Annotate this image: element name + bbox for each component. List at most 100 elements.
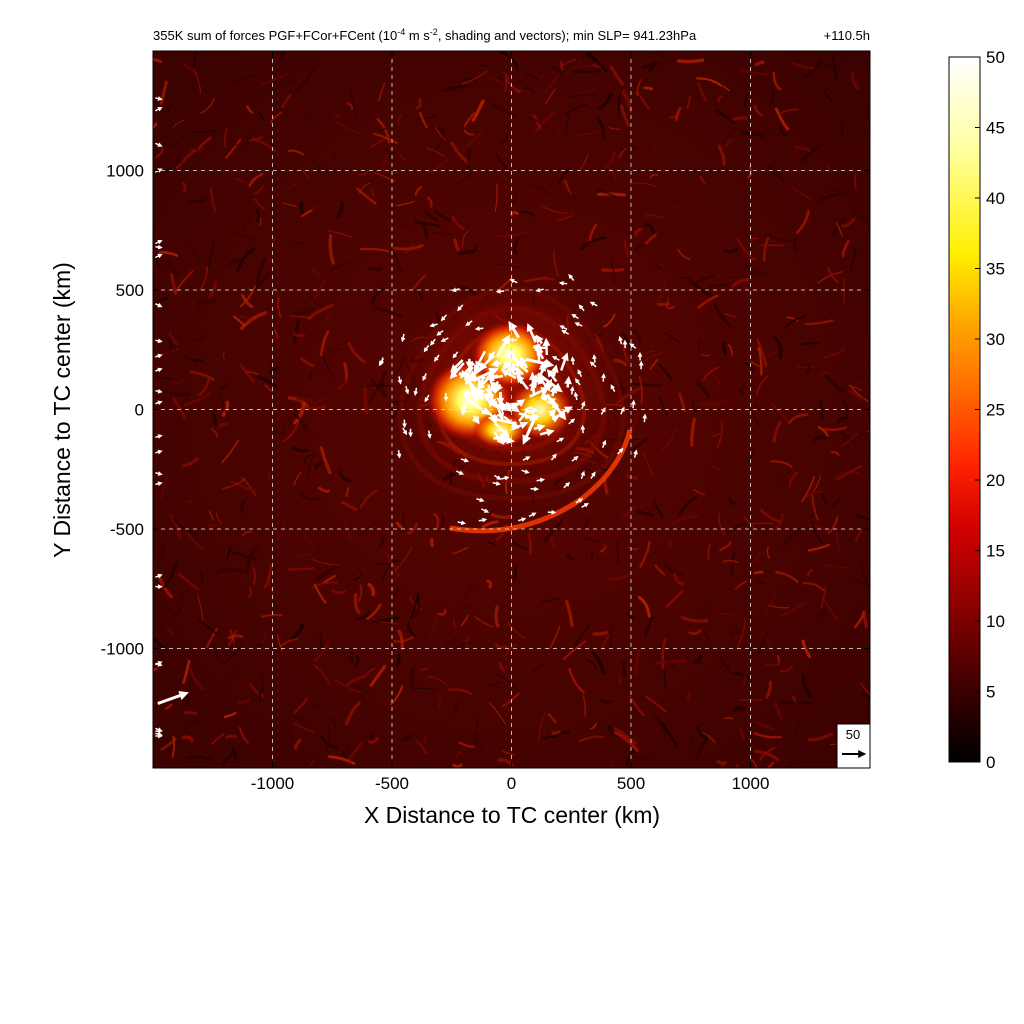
- reference-vector-key: 50: [836, 723, 870, 768]
- heatmap-streak: [474, 733, 484, 751]
- heatmap-streak: [269, 111, 283, 124]
- heatmap-streak: [519, 210, 536, 217]
- heatmap-streak: [499, 662, 505, 672]
- heatmap-streak: [245, 545, 258, 574]
- heatmap-streak: [713, 303, 732, 328]
- heatmap-streak: [762, 409, 769, 418]
- heatmap-streak: [292, 332, 306, 338]
- heatmap-streak: [592, 631, 609, 636]
- heatmap-streak: [752, 522, 774, 525]
- heatmap-streak: [224, 638, 239, 658]
- force-vector: [470, 401, 490, 415]
- heatmap-streak: [197, 619, 219, 636]
- heatmap-streak: [817, 271, 843, 284]
- heatmap-streak: [238, 726, 249, 744]
- heatmap-streak: [153, 122, 158, 130]
- heatmap-streak: [304, 535, 315, 551]
- force-vector: [525, 413, 540, 422]
- heatmap-streak: [784, 314, 807, 330]
- heatmap-streak: [302, 111, 312, 119]
- heatmap-streak: [153, 638, 168, 651]
- heatmap-streak: [456, 751, 462, 759]
- force-vector: [429, 338, 436, 346]
- heatmap-streak: [292, 307, 315, 315]
- chart-title: 355K sum of forces PGF+FCor+FCent (10-4 …: [153, 27, 697, 43]
- force-vector: [601, 373, 606, 382]
- heatmap-streak: [848, 384, 863, 392]
- heatmap-streak: [502, 750, 514, 756]
- heatmap-streak: [811, 493, 819, 521]
- heatmap-streak: [608, 573, 630, 581]
- heatmap-streak: [426, 147, 446, 158]
- heatmap-streak: [609, 65, 625, 86]
- force-vector: [457, 304, 464, 312]
- heatmap-streak: [802, 582, 825, 591]
- heatmap-streak: [541, 277, 554, 281]
- force-vector: [402, 427, 408, 436]
- heatmap-streak: [538, 712, 546, 742]
- heatmap-streak: [547, 712, 558, 724]
- heatmap-streak: [836, 533, 841, 555]
- heatmap-streak: [726, 276, 748, 279]
- heatmap-streak: [653, 145, 659, 153]
- heatmap-streak: [710, 370, 723, 386]
- heatmap-streak: [338, 470, 352, 483]
- heatmap-streak: [772, 71, 782, 91]
- heatmap-streak: [854, 377, 870, 382]
- heatmap-streak: [347, 739, 351, 754]
- x-tick-label: 1000: [732, 774, 770, 793]
- colorbar-tick-label: 35: [986, 260, 1005, 279]
- heatmap-streak: [282, 411, 298, 432]
- heatmap-streak: [672, 202, 685, 207]
- heatmap-streak: [437, 608, 447, 616]
- force-vector: [620, 406, 625, 415]
- heatmap-streak: [363, 387, 369, 415]
- heatmap-streak: [804, 319, 834, 326]
- heatmap-streak: [241, 477, 257, 496]
- heatmap-streak: [239, 311, 267, 331]
- heatmap-streak: [328, 755, 356, 765]
- heatmap-streak: [568, 181, 577, 201]
- heatmap-streak: [764, 680, 773, 699]
- heatmap-streak: [644, 222, 656, 235]
- heatmap-streak: [442, 84, 469, 92]
- heatmap-streak: [623, 239, 630, 258]
- heatmap-streak: [393, 636, 414, 643]
- heatmap-streak: [762, 632, 775, 659]
- heatmap-streak: [410, 592, 420, 620]
- heatmap-streak: [177, 572, 200, 591]
- heatmap-streak: [407, 621, 417, 638]
- heatmap-streak: [730, 552, 736, 577]
- heatmap-streak: [287, 181, 299, 190]
- heatmap-streak: [153, 296, 169, 305]
- heatmap-streak: [491, 513, 512, 519]
- heatmap-streak: [754, 404, 765, 413]
- heatmap-streak: [491, 233, 510, 238]
- force-vector: [452, 351, 459, 359]
- heatmap-streak: [210, 428, 218, 438]
- heatmap-streak: [854, 529, 864, 543]
- y-axis-ticks: -1000 -500 0 500 1000: [101, 162, 870, 659]
- heatmap-streak: [456, 641, 473, 649]
- heatmap-streak: [697, 294, 719, 309]
- heatmap-streak: [560, 60, 564, 73]
- heatmap-streak: [432, 232, 452, 235]
- y-tick-label: -500: [110, 520, 144, 539]
- force-vector: [542, 337, 551, 356]
- heatmap-streak: [635, 244, 645, 253]
- heatmap-streak: [656, 279, 667, 305]
- force-vector: [515, 360, 527, 368]
- heatmap-streak: [311, 558, 340, 566]
- heatmap-streak: [505, 644, 518, 656]
- heatmap-streak: [825, 564, 849, 570]
- heatmap-streak: [671, 514, 699, 525]
- heatmap-streak: [246, 105, 253, 114]
- force-vector: [642, 413, 648, 423]
- heatmap-streak: [807, 543, 830, 552]
- force-vector: [570, 356, 576, 365]
- heatmap-streak: [794, 92, 803, 95]
- force-vector: [521, 469, 530, 474]
- force-vector: [490, 359, 502, 368]
- heatmap-streak: [548, 626, 561, 650]
- force-vector: [155, 244, 163, 250]
